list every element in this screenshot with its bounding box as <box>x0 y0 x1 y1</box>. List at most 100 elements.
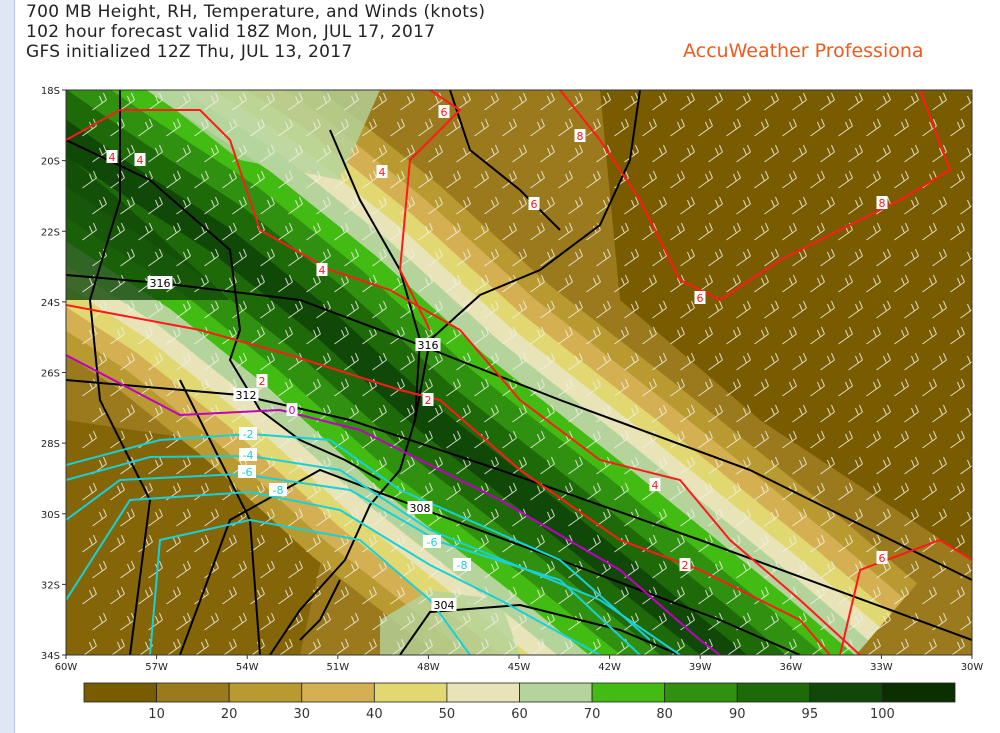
wind-barb <box>419 638 433 655</box>
wind-barb <box>232 300 247 319</box>
wind-barb <box>652 560 667 579</box>
lon-label: 57W <box>145 662 168 673</box>
wind-barb <box>530 118 545 137</box>
wind-barb <box>866 534 881 553</box>
temp-contour-label: -8 <box>457 559 468 572</box>
wind-barb <box>194 222 209 241</box>
wind-barb <box>866 170 881 189</box>
wind-barb <box>708 352 723 371</box>
colorbar-swatch <box>228 682 303 703</box>
wind-barb <box>950 430 965 449</box>
height-contour-label-bg <box>415 338 441 351</box>
wind-barb <box>792 508 807 527</box>
wind-barb <box>148 456 163 475</box>
wind-barb <box>922 222 937 241</box>
wind-barb <box>652 612 667 631</box>
wind-barb <box>988 301 1000 318</box>
wind-barb <box>540 92 555 111</box>
wind-barb <box>950 482 965 501</box>
wind-barb <box>932 300 947 319</box>
wind-barb <box>708 248 723 267</box>
wind-barb <box>204 196 219 215</box>
wind-barb <box>894 118 909 137</box>
wind-barb <box>811 638 825 655</box>
wind-barb <box>120 248 135 267</box>
wind-barb <box>512 144 527 163</box>
wind-barb <box>344 404 359 423</box>
temp-contour-label-bg <box>876 196 888 209</box>
wind-barb <box>642 170 657 189</box>
wind-barb <box>624 300 639 319</box>
wind-barb <box>400 92 415 111</box>
colorbar-swatch <box>301 682 375 703</box>
wind-barb <box>222 586 237 605</box>
wind-barb <box>698 430 713 449</box>
wind-barb <box>810 482 825 501</box>
wind-barb <box>372 300 387 319</box>
wind-barb <box>530 170 545 189</box>
wind-barb <box>726 170 741 189</box>
wind-barb <box>307 638 321 655</box>
wind-barb <box>428 196 443 215</box>
wind-barb <box>558 326 573 345</box>
wind-barb <box>279 638 293 655</box>
height-contour-label: 316 <box>150 277 171 290</box>
wind-barb <box>418 586 433 605</box>
wind-barb <box>904 560 919 579</box>
wind-barb <box>904 248 919 267</box>
colorbar-label: 80 <box>656 707 673 722</box>
wind-barb <box>306 118 321 137</box>
wind-barb <box>950 534 965 553</box>
wind-barb <box>260 508 275 527</box>
wind-barb <box>922 378 937 397</box>
wind-barb <box>120 508 135 527</box>
temp-contour-label: 2 <box>259 375 266 388</box>
wind-barb <box>988 249 1000 266</box>
wind-barb <box>950 118 965 137</box>
wind-barb <box>167 638 181 655</box>
wind-barb <box>120 144 135 163</box>
wind-barb <box>446 482 461 501</box>
wind-barb <box>390 586 405 605</box>
wind-barb <box>166 274 181 293</box>
wind-barb <box>820 92 835 111</box>
wind-barb <box>138 326 153 345</box>
wind-barb <box>792 300 807 319</box>
wind-barb <box>456 612 471 631</box>
wind-barb <box>176 92 191 111</box>
wind-barb <box>530 222 545 241</box>
wind-barb <box>894 430 909 449</box>
wind-barb <box>447 638 461 655</box>
height-contour-label: 304 <box>434 599 455 612</box>
temp-contour-label: 4 <box>319 264 326 277</box>
wind-barb <box>92 300 107 319</box>
wind-barb <box>138 118 153 137</box>
temp-contour-label: 0 <box>289 404 296 417</box>
wind-barb <box>988 93 1000 110</box>
wind-barb <box>820 456 835 475</box>
wind-barb <box>904 508 919 527</box>
wind-barb <box>736 404 751 423</box>
wind-barb <box>950 274 965 293</box>
wind-barb <box>512 352 527 371</box>
temp-contour-label-bg <box>679 558 691 571</box>
wind-barb <box>250 586 265 605</box>
wind-barb <box>754 482 769 501</box>
wind-barb <box>624 456 639 475</box>
lon-label: 36W <box>779 662 802 673</box>
wind-barb <box>792 144 807 163</box>
wind-barb <box>260 612 275 631</box>
wind-barb <box>988 457 1000 474</box>
brand-logo-text: AccuWeather Professiona <box>683 40 924 62</box>
wind-barb <box>978 327 992 344</box>
wind-barb <box>680 248 695 267</box>
wind-barb <box>540 248 555 267</box>
wind-barb <box>810 326 825 345</box>
wind-barb <box>988 509 1000 526</box>
temp-contour-label-bg <box>574 129 586 142</box>
wind-barb <box>390 534 405 553</box>
wind-barb <box>148 196 163 215</box>
wind-barb <box>698 586 713 605</box>
temp-contour-label: 6 <box>531 198 538 211</box>
temp-contour-label: -4 <box>243 449 254 462</box>
